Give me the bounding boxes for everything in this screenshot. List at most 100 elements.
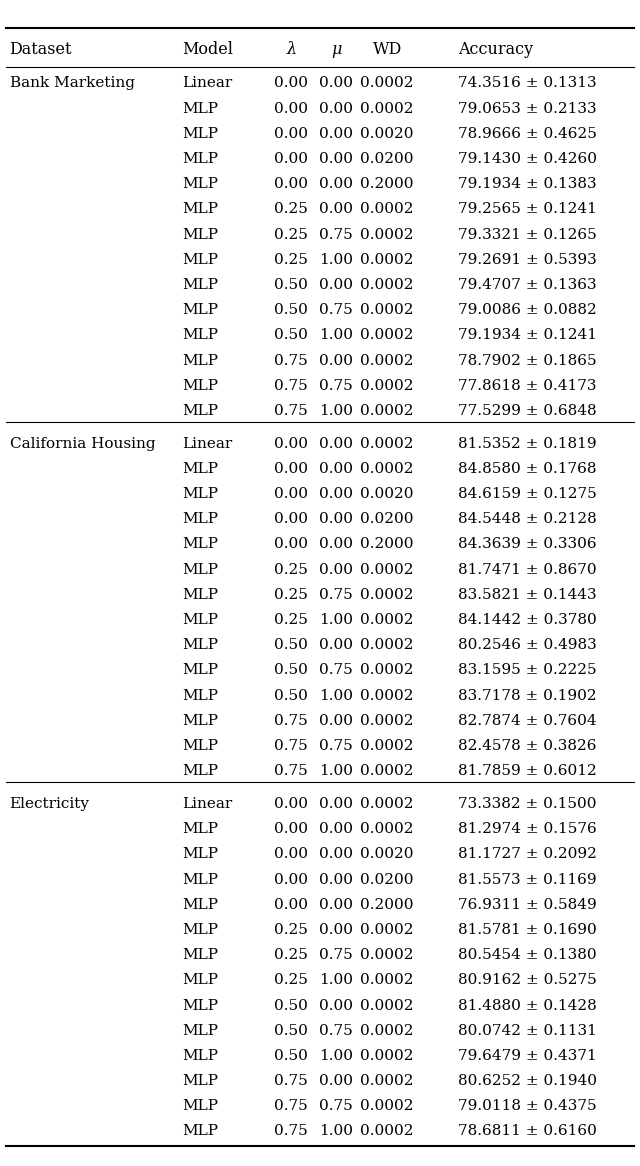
Text: 0.0002: 0.0002 <box>360 403 414 417</box>
Text: 0.0002: 0.0002 <box>360 1124 414 1138</box>
Text: MLP: MLP <box>182 613 218 627</box>
Text: 0.00: 0.00 <box>319 278 353 292</box>
Text: 79.6479 ± 0.4371: 79.6479 ± 0.4371 <box>458 1049 596 1063</box>
Text: 0.0002: 0.0002 <box>360 974 414 988</box>
Text: 81.7859 ± 0.6012: 81.7859 ± 0.6012 <box>458 764 596 778</box>
Text: 84.1442 ± 0.3780: 84.1442 ± 0.3780 <box>458 613 596 627</box>
Text: 0.00: 0.00 <box>319 796 353 812</box>
Text: MLP: MLP <box>182 872 218 886</box>
Text: MLP: MLP <box>182 764 218 778</box>
Text: 0.25: 0.25 <box>275 588 308 602</box>
Text: MLP: MLP <box>182 588 218 602</box>
Text: 0.0002: 0.0002 <box>360 764 414 778</box>
Text: 0.75: 0.75 <box>275 764 308 778</box>
Text: 80.2546 ± 0.4983: 80.2546 ± 0.4983 <box>458 638 596 652</box>
Text: 79.0653 ± 0.2133: 79.0653 ± 0.2133 <box>458 101 596 115</box>
Text: 79.0118 ± 0.4375: 79.0118 ± 0.4375 <box>458 1100 596 1114</box>
Text: MLP: MLP <box>182 177 218 191</box>
Text: MLP: MLP <box>182 1074 218 1088</box>
Text: 1.00: 1.00 <box>319 689 353 703</box>
Text: 0.2000: 0.2000 <box>360 538 414 552</box>
Text: Bank Marketing: Bank Marketing <box>10 77 134 91</box>
Text: MLP: MLP <box>182 101 218 115</box>
Text: 84.3639 ± 0.3306: 84.3639 ± 0.3306 <box>458 538 596 552</box>
Text: MLP: MLP <box>182 689 218 703</box>
Text: 83.5821 ± 0.1443: 83.5821 ± 0.1443 <box>458 588 596 602</box>
Text: 77.8618 ± 0.4173: 77.8618 ± 0.4173 <box>458 379 596 393</box>
Text: 0.0002: 0.0002 <box>360 462 414 476</box>
Text: Dataset: Dataset <box>10 41 72 58</box>
Text: 79.4707 ± 0.1363: 79.4707 ± 0.1363 <box>458 278 596 292</box>
Text: 0.25: 0.25 <box>275 203 308 217</box>
Text: MLP: MLP <box>182 253 218 267</box>
Text: 0.00: 0.00 <box>319 353 353 367</box>
Text: 78.9666 ± 0.4625: 78.9666 ± 0.4625 <box>458 127 596 141</box>
Text: 82.7874 ± 0.7604: 82.7874 ± 0.7604 <box>458 714 596 728</box>
Text: 0.00: 0.00 <box>319 923 353 937</box>
Text: 1.00: 1.00 <box>319 613 353 627</box>
Text: 79.1934 ± 0.1241: 79.1934 ± 0.1241 <box>458 329 596 343</box>
Text: MLP: MLP <box>182 487 218 501</box>
Text: 80.9162 ± 0.5275: 80.9162 ± 0.5275 <box>458 974 596 988</box>
Text: 81.5573 ± 0.1169: 81.5573 ± 0.1169 <box>458 872 596 886</box>
Text: MLP: MLP <box>182 379 218 393</box>
Text: 0.50: 0.50 <box>275 1024 308 1038</box>
Text: 83.7178 ± 0.1902: 83.7178 ± 0.1902 <box>458 689 596 703</box>
Text: 0.0002: 0.0002 <box>360 923 414 937</box>
Text: 0.0002: 0.0002 <box>360 379 414 393</box>
Text: 84.8580 ± 0.1768: 84.8580 ± 0.1768 <box>458 462 596 476</box>
Text: 0.0020: 0.0020 <box>360 127 414 141</box>
Text: 0.0002: 0.0002 <box>360 739 414 753</box>
Text: 0.00: 0.00 <box>319 487 353 501</box>
Text: 0.00: 0.00 <box>274 796 308 812</box>
Text: 0.75: 0.75 <box>319 379 353 393</box>
Text: λ: λ <box>286 41 296 58</box>
Text: 0.25: 0.25 <box>275 974 308 988</box>
Text: MLP: MLP <box>182 512 218 526</box>
Text: 0.0002: 0.0002 <box>360 796 414 812</box>
Text: 0.75: 0.75 <box>275 403 308 417</box>
Text: 0.0002: 0.0002 <box>360 663 414 677</box>
Text: 83.1595 ± 0.2225: 83.1595 ± 0.2225 <box>458 663 596 677</box>
Text: 0.0002: 0.0002 <box>360 437 414 451</box>
Text: MLP: MLP <box>182 403 218 417</box>
Text: 0.0020: 0.0020 <box>360 487 414 501</box>
Text: 0.25: 0.25 <box>275 227 308 241</box>
Text: 0.0200: 0.0200 <box>360 512 414 526</box>
Text: Linear: Linear <box>182 796 233 812</box>
Text: 0.2000: 0.2000 <box>360 177 414 191</box>
Text: 79.1934 ± 0.1383: 79.1934 ± 0.1383 <box>458 177 596 191</box>
Text: μ: μ <box>331 41 341 58</box>
Text: 0.0020: 0.0020 <box>360 848 414 862</box>
Text: 81.5352 ± 0.1819: 81.5352 ± 0.1819 <box>458 437 596 451</box>
Text: 0.0002: 0.0002 <box>360 253 414 267</box>
Text: 80.6252 ± 0.1940: 80.6252 ± 0.1940 <box>458 1074 596 1088</box>
Text: 0.00: 0.00 <box>274 487 308 501</box>
Text: MLP: MLP <box>182 353 218 367</box>
Text: 0.0002: 0.0002 <box>360 353 414 367</box>
Text: Electricity: Electricity <box>10 796 90 812</box>
Text: 0.0002: 0.0002 <box>360 203 414 217</box>
Text: 0.0002: 0.0002 <box>360 822 414 836</box>
Text: 0.0200: 0.0200 <box>360 872 414 886</box>
Text: 0.75: 0.75 <box>275 1100 308 1114</box>
Text: 0.75: 0.75 <box>275 739 308 753</box>
Text: 0.00: 0.00 <box>274 127 308 141</box>
Text: MLP: MLP <box>182 822 218 836</box>
Text: MLP: MLP <box>182 923 218 937</box>
Text: 80.5454 ± 0.1380: 80.5454 ± 0.1380 <box>458 948 596 962</box>
Text: 1.00: 1.00 <box>319 1049 353 1063</box>
Text: 0.00: 0.00 <box>274 848 308 862</box>
Text: 0.0002: 0.0002 <box>360 613 414 627</box>
Text: 0.00: 0.00 <box>274 462 308 476</box>
Text: 1.00: 1.00 <box>319 764 353 778</box>
Text: 1.00: 1.00 <box>319 403 353 417</box>
Text: 79.2691 ± 0.5393: 79.2691 ± 0.5393 <box>458 253 596 267</box>
Text: MLP: MLP <box>182 1100 218 1114</box>
Text: 0.00: 0.00 <box>319 538 353 552</box>
Text: WD: WD <box>372 41 402 58</box>
Text: 77.5299 ± 0.6848: 77.5299 ± 0.6848 <box>458 403 596 417</box>
Text: 0.0002: 0.0002 <box>360 1100 414 1114</box>
Text: MLP: MLP <box>182 127 218 141</box>
Text: 0.25: 0.25 <box>275 948 308 962</box>
